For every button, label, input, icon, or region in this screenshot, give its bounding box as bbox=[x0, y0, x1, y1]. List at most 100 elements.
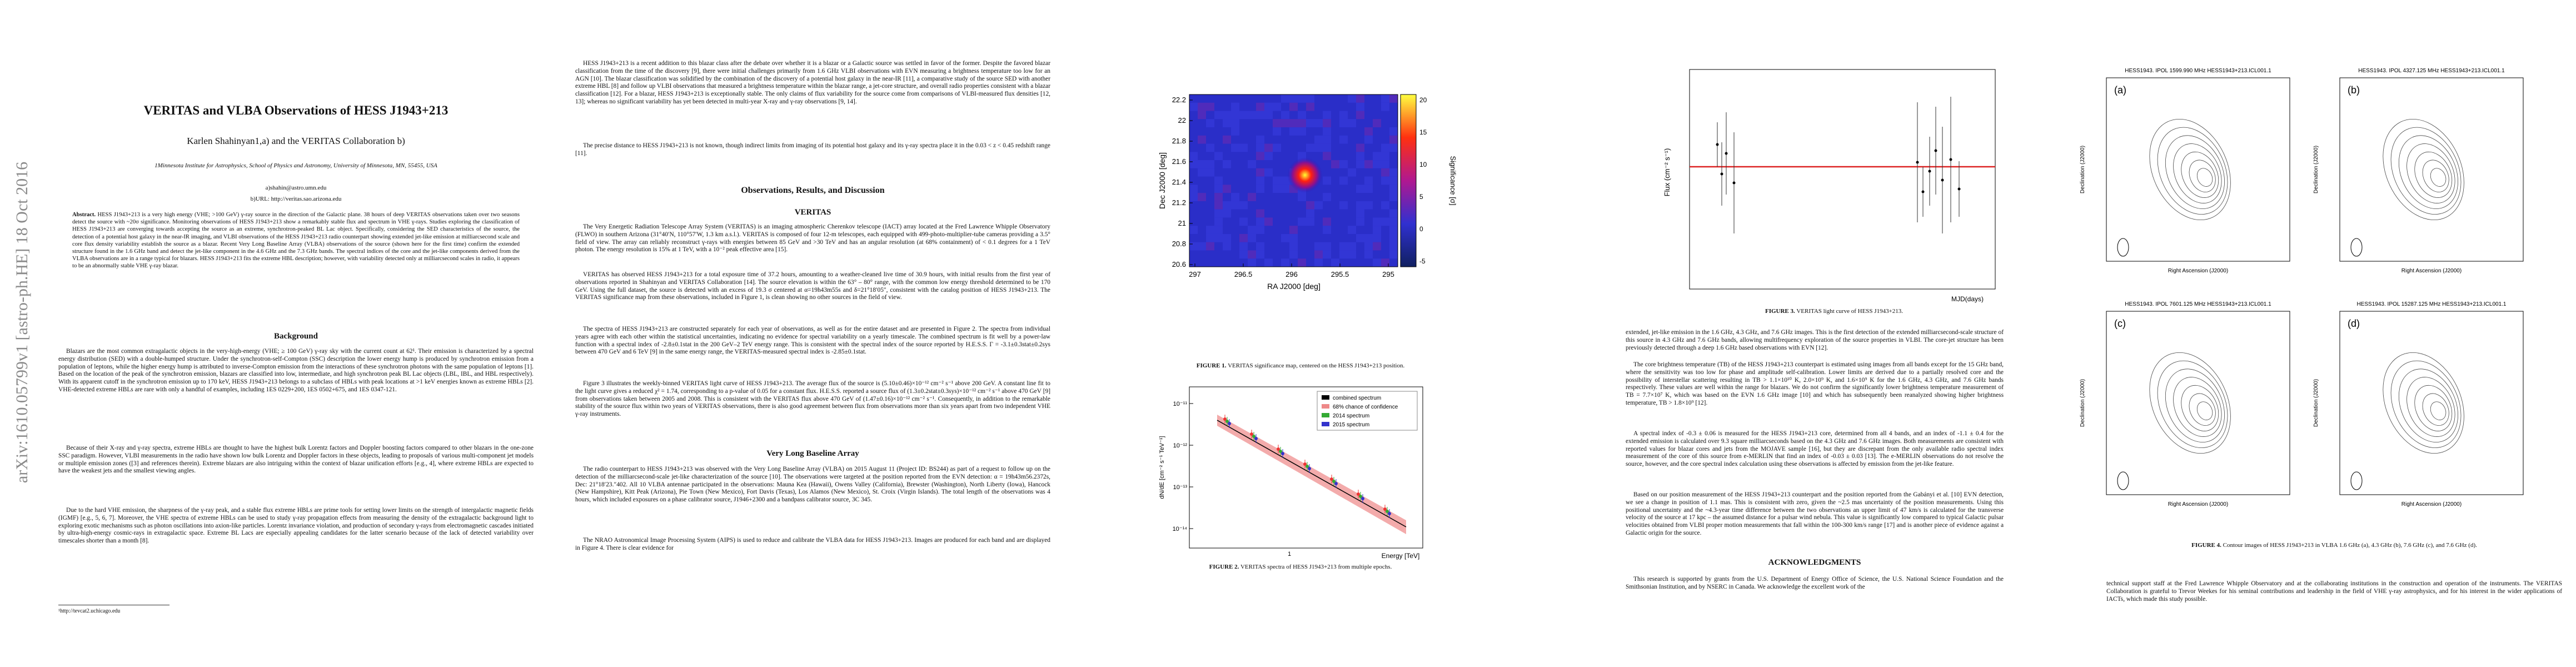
caption-label: FIGURE 3. bbox=[1765, 308, 1795, 315]
map-pixel bbox=[1214, 193, 1223, 201]
flux-point bbox=[1921, 190, 1925, 193]
map-pixel bbox=[1323, 250, 1331, 259]
panel-tag: (b) bbox=[2348, 84, 2360, 96]
map-pixel bbox=[1256, 217, 1264, 226]
map-pixel bbox=[1289, 226, 1298, 234]
map-pixel bbox=[1289, 127, 1298, 136]
spectral-point bbox=[1277, 447, 1280, 451]
map-pixel bbox=[1248, 193, 1256, 201]
legend-label: combined spectrum bbox=[1333, 395, 1381, 401]
contour bbox=[2189, 393, 2216, 426]
flux-point bbox=[1916, 161, 1919, 164]
map-pixel bbox=[1273, 185, 1281, 193]
paragraph: technical support staff at the Fred Lawr… bbox=[2106, 580, 2562, 603]
paragraph: The core brightness temperature (TB) of … bbox=[1626, 361, 2004, 406]
legend-label: 2015 spectrum bbox=[1333, 422, 1369, 428]
contour bbox=[2414, 151, 2453, 198]
map-pixel bbox=[1348, 168, 1356, 177]
map-pixel bbox=[1364, 127, 1373, 136]
abstract: Abstract. HESS J1943+213 is a very high … bbox=[72, 211, 520, 270]
y-axis-label: Declination (J2000) bbox=[2080, 379, 2086, 427]
map-pixel bbox=[1298, 127, 1306, 136]
plot-frame bbox=[1689, 69, 1996, 290]
url: b)URL: http://veritas.sao.arizona.edu bbox=[250, 196, 342, 202]
map-pixel bbox=[1206, 102, 1214, 111]
paragraph: extended, jet-like emission in the 1.6 G… bbox=[1626, 329, 2004, 351]
map-pixel bbox=[1256, 102, 1264, 111]
map-pixel bbox=[1373, 217, 1381, 226]
map-pixel bbox=[1356, 152, 1364, 161]
paragraph: Based on our position measurement of the… bbox=[1626, 491, 2004, 536]
contour bbox=[2165, 135, 2225, 209]
colorbar bbox=[1401, 94, 1416, 267]
map-pixel bbox=[1389, 226, 1398, 234]
map-pixel bbox=[1306, 209, 1314, 218]
map-pixel bbox=[1306, 102, 1314, 111]
map-pixel bbox=[1198, 242, 1206, 251]
contour bbox=[2414, 385, 2453, 431]
map-pixel bbox=[1248, 226, 1256, 234]
flux-point bbox=[1720, 172, 1723, 176]
map-pixel bbox=[1298, 258, 1306, 267]
arxiv-stamp: arXiv:1610.05799v1 [astro-ph.HE] 18 Oct … bbox=[6, 133, 39, 511]
map-pixel bbox=[1356, 160, 1364, 168]
y-tick-label: 21.8 bbox=[1172, 137, 1186, 145]
map-pixel bbox=[1389, 176, 1398, 185]
map-pixel bbox=[1323, 135, 1331, 144]
arxiv-id: arXiv:1610.05799v1 [astro-ph.HE] 18 Oct … bbox=[13, 161, 31, 484]
map-pixel bbox=[1281, 185, 1289, 193]
source-hotspot bbox=[1287, 157, 1323, 193]
figure-4: HESS1943. IPOL 1599.990 MHz HESS1943+213… bbox=[2080, 68, 2524, 507]
map-pixel bbox=[1306, 217, 1314, 226]
map-pixel bbox=[1273, 143, 1281, 152]
x-tick-label: 295.5 bbox=[1331, 270, 1349, 278]
spectral-point bbox=[1383, 507, 1387, 511]
map-pixel bbox=[1356, 143, 1364, 152]
map-pixel bbox=[1264, 111, 1273, 120]
map-pixel bbox=[1364, 242, 1373, 251]
map-pixel bbox=[1364, 233, 1373, 242]
spectral-point bbox=[1250, 432, 1253, 436]
figure-3: Flux (cm⁻² s⁻¹) MJD(days) bbox=[1663, 69, 1996, 303]
map-pixel bbox=[1264, 152, 1273, 161]
map-pixel bbox=[1381, 176, 1389, 185]
beam bbox=[2350, 471, 2363, 490]
figure-caption: FIGURE 3. VERITAS light curve of HESS J1… bbox=[1656, 308, 2012, 315]
contour bbox=[2149, 352, 2231, 454]
caption-text: Contour images of HESS J1943+213 in VLBA… bbox=[2223, 542, 2477, 549]
spectral-point bbox=[1361, 497, 1364, 500]
map-pixel bbox=[1281, 111, 1289, 120]
contour bbox=[2165, 369, 2225, 442]
map-pixel bbox=[1248, 250, 1256, 259]
map-pixel bbox=[1323, 152, 1331, 161]
map-pixel bbox=[1314, 201, 1323, 210]
map-pixel bbox=[1339, 250, 1348, 259]
map-pixel bbox=[1323, 176, 1331, 185]
legend-swatch bbox=[1322, 404, 1329, 409]
map-pixel bbox=[1223, 119, 1231, 128]
map-pixel bbox=[1339, 119, 1348, 128]
y-tick-label: 20.8 bbox=[1172, 240, 1186, 248]
map-pixel bbox=[1306, 201, 1314, 210]
map-pixel bbox=[1256, 209, 1264, 218]
x-axis-label: Right Ascension (J2000) bbox=[2401, 268, 2462, 274]
caption-label: FIGURE 2. bbox=[1209, 564, 1239, 570]
map-pixel bbox=[1256, 250, 1264, 259]
map-pixel bbox=[1206, 168, 1214, 177]
map-pixel bbox=[1239, 143, 1248, 152]
map-pixel bbox=[1356, 102, 1364, 111]
spectral-point bbox=[1254, 437, 1258, 440]
map-pixel bbox=[1273, 102, 1281, 111]
map-pixel bbox=[1198, 160, 1206, 168]
map-pixel bbox=[1381, 201, 1389, 210]
map-noise bbox=[1189, 94, 1398, 267]
x-axis-label: MJD(days) bbox=[1951, 295, 1984, 303]
map-pixel bbox=[1298, 217, 1306, 226]
map-pixel bbox=[1214, 185, 1223, 193]
y-tick-label: 21.6 bbox=[1172, 157, 1186, 166]
map-pixel bbox=[1364, 250, 1373, 259]
map-pixel bbox=[1206, 226, 1214, 234]
map-pixel bbox=[1281, 176, 1289, 185]
beam bbox=[2350, 238, 2363, 257]
map-pixel bbox=[1389, 193, 1398, 201]
